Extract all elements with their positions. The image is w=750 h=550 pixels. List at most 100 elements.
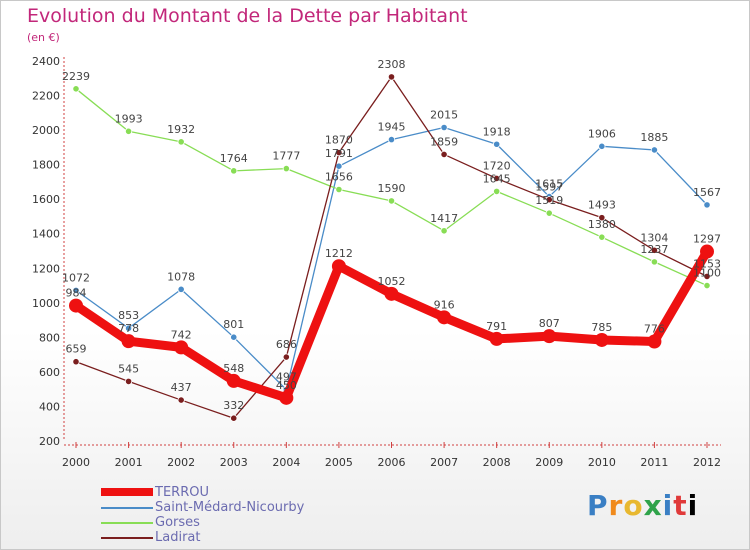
chart-title: Evolution du Montant de la Dette par Hab… [27,5,468,27]
y-tick-label: 1400 [32,228,60,241]
y-tick-label: 1800 [32,159,60,172]
y-tick-label: 2200 [32,90,60,103]
data-point [650,146,659,154]
x-tick-label: 2006 [378,456,406,469]
x-tick-label: 2000 [62,456,90,469]
data-label: 1237 [640,243,668,256]
legend-swatch-terrou [101,488,153,496]
data-point [279,390,294,405]
data-point [177,285,185,293]
data-point [230,333,238,341]
data-label: 437 [171,381,192,394]
x-tick-label: 2003 [220,456,248,469]
data-label: 1791 [325,147,353,160]
y-tick-label: 1200 [32,262,60,275]
data-point [598,214,606,222]
data-point [69,298,83,313]
data-label: 785 [591,321,612,334]
data-label: 450 [276,379,297,392]
y-tick-label: 2000 [32,124,60,137]
y-tick-label: 800 [39,331,60,344]
y-tick-label: 200 [39,435,60,448]
data-point [174,340,189,355]
data-label: 1645 [483,172,511,185]
data-point [545,196,553,204]
data-label: 548 [223,362,244,375]
logo-letter: o [623,489,644,522]
data-point [493,140,501,148]
data-point [493,187,501,196]
data-label: 1932 [167,123,195,136]
data-label: 1153 [693,257,721,270]
data-point [72,286,80,294]
data-label: 1906 [588,127,616,140]
data-label: 1567 [693,186,721,199]
data-point [440,150,448,159]
legend-item-gorses: Gorses [101,515,361,530]
data-label: 1720 [483,159,511,172]
legend-swatch-saint-medard [101,507,153,509]
data-label: 807 [539,317,560,330]
data-label: 1052 [378,275,406,288]
data-point [124,377,133,386]
data-label: 778 [118,322,139,335]
data-label: 1380 [588,218,616,231]
data-point [72,85,80,93]
logo-letter: t [673,489,688,522]
logo-letter: r [608,489,624,522]
data-point [226,373,241,388]
data-label: 984 [66,287,87,300]
data-label: 1493 [588,199,616,212]
data-point [493,174,501,183]
y-tick-label: 2400 [32,55,60,68]
data-label: 1945 [378,121,406,134]
data-label: 545 [118,362,139,375]
logo-letter: i [662,489,674,522]
data-point [703,281,711,290]
x-tick-label: 2008 [483,456,511,469]
data-point [387,73,396,81]
data-point [387,197,396,205]
data-label: 332 [223,399,244,412]
data-label: 1417 [430,212,458,225]
data-label: 1993 [115,112,143,125]
y-tick-label: 1000 [32,297,60,310]
data-label: 742 [171,328,192,341]
legend-label-gorses: Gorses [155,515,200,530]
x-tick-label: 2011 [640,456,668,469]
data-label: 659 [66,343,87,356]
data-point [335,162,343,170]
y-tick-label: 600 [39,366,60,379]
data-point [594,332,609,347]
data-point [384,286,399,301]
data-label: 801 [223,318,244,331]
data-point [650,246,659,254]
data-point [230,167,238,175]
chart-subtitle: (en €) [27,31,60,44]
data-label: 1100 [693,267,721,280]
data-label: 916 [434,298,455,311]
data-label: 1597 [535,181,563,194]
data-point [440,227,448,235]
data-point [598,233,606,241]
data-point [647,334,662,349]
data-label: 1304 [640,231,668,244]
data-label: 1297 [693,233,721,246]
data-point [335,185,343,194]
x-tick-label: 2002 [167,456,195,469]
data-point [331,259,346,274]
legend-item-terrou: TERROU [101,485,361,500]
data-label: 1918 [483,125,511,138]
legend-swatch-gorses [101,522,153,524]
y-tick-label: 1600 [32,193,60,206]
data-point [72,358,80,366]
legend-label-terrou: TERROU [155,485,209,500]
data-point [440,123,448,132]
data-point [282,165,290,173]
legend-item-saint-medard: Saint-Médard-Nicourby [101,500,361,515]
data-point [703,201,711,209]
logo-letter: P [587,489,609,522]
data-label: 1519 [535,194,563,207]
